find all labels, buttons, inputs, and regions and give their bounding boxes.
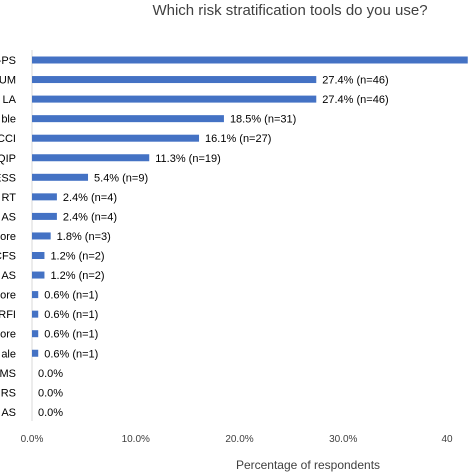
data-label: 0.6% (n=1): [44, 309, 98, 321]
data-label: 0.6% (n=1): [44, 329, 98, 341]
category-label: ore: [0, 329, 16, 341]
data-label: 1.2% (n=2): [50, 270, 104, 282]
category-label: QIP: [0, 153, 16, 165]
category-label: CFS: [0, 251, 16, 263]
bar: [32, 291, 39, 299]
data-label: 27.4% (n=46): [322, 94, 388, 106]
bar: [32, 193, 57, 201]
data-label: 18.5% (n=31): [230, 114, 296, 126]
x-tick-label: 0.0%: [21, 434, 44, 445]
category-label: CCI: [0, 133, 16, 145]
data-label: 0.6% (n=1): [44, 348, 98, 360]
bar: [32, 271, 45, 279]
category-label: RT: [2, 192, 17, 204]
bar: [32, 310, 39, 318]
plot-area: -PS UM 27.4% (n=46) LA 27.4% (n=46) ble 18.5% …: [0, 50, 468, 445]
category-label: UM: [0, 75, 16, 87]
x-tick-label: 10.0%: [122, 434, 150, 445]
category-label: ESS: [0, 172, 16, 184]
data-label: 11.3% (n=19): [155, 153, 221, 165]
category-label: LA: [3, 94, 17, 106]
category-label: ore: [0, 231, 16, 243]
bar: [32, 173, 89, 181]
category-label: RFI: [0, 309, 16, 321]
data-label: 27.4% (n=46): [322, 75, 388, 87]
bar: [32, 330, 39, 338]
data-label: 0.0%: [38, 368, 63, 380]
data-label: 1.2% (n=2): [50, 251, 104, 263]
data-label: 16.1% (n=27): [205, 133, 271, 145]
bar: [32, 76, 317, 84]
bar: [32, 115, 224, 123]
data-label: 5.4% (n=9): [94, 172, 148, 184]
bar: [32, 252, 45, 259]
data-label: 1.8% (n=3): [57, 231, 111, 243]
chart-title: Which risk stratification tools do you u…: [152, 2, 427, 19]
category-label: AS: [1, 211, 16, 223]
category-label: AS: [1, 407, 16, 419]
bar: [32, 154, 150, 162]
category-label: AS: [1, 270, 16, 282]
data-label: 2.4% (n=4): [63, 211, 117, 223]
x-tick-label: 40: [441, 434, 453, 445]
category-label: ale: [1, 348, 16, 360]
category-label: -PS: [0, 55, 16, 67]
bar: [32, 95, 317, 103]
data-label: 0.6% (n=1): [44, 290, 98, 302]
x-tick-label: 20.0%: [225, 434, 253, 445]
category-label: MS: [0, 368, 16, 380]
data-label: 0.0%: [38, 407, 63, 419]
bar: [32, 134, 200, 142]
bar: [32, 56, 468, 64]
category-label: RS: [1, 387, 16, 399]
bar: [32, 232, 51, 240]
data-label: 0.0%: [38, 387, 63, 399]
data-label: 2.4% (n=4): [63, 192, 117, 204]
category-label: ore: [0, 290, 16, 302]
category-label: ble: [1, 114, 16, 126]
bar: [32, 349, 39, 357]
x-axis-title: Percentage of respondents: [236, 458, 380, 472]
x-tick-label: 30.0%: [329, 434, 357, 445]
bar: [32, 212, 57, 220]
